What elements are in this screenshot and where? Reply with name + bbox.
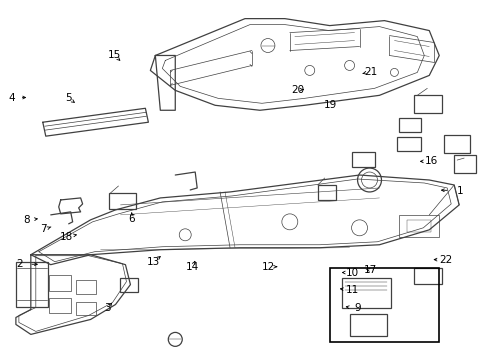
Text: 2: 2 <box>16 259 23 269</box>
Bar <box>75 302 96 315</box>
Text: 9: 9 <box>354 303 361 314</box>
Text: 14: 14 <box>186 262 199 272</box>
Bar <box>342 278 392 307</box>
Bar <box>454 155 476 173</box>
Text: 8: 8 <box>23 215 29 225</box>
Text: 1: 1 <box>457 186 463 196</box>
Text: 22: 22 <box>440 255 453 265</box>
Text: 18: 18 <box>60 232 74 242</box>
Text: 10: 10 <box>346 267 359 278</box>
Bar <box>108 193 136 209</box>
Bar <box>444 135 470 153</box>
Bar <box>349 315 388 336</box>
Text: 15: 15 <box>108 50 121 60</box>
Text: 21: 21 <box>364 67 378 77</box>
Text: 4: 4 <box>8 93 15 103</box>
Bar <box>330 268 439 342</box>
Bar <box>397 137 421 151</box>
Bar <box>318 185 336 200</box>
Text: 20: 20 <box>291 85 304 95</box>
Bar <box>415 95 442 113</box>
Bar <box>49 298 71 314</box>
Text: 3: 3 <box>104 303 111 314</box>
Text: 16: 16 <box>425 156 438 166</box>
Bar <box>75 280 96 293</box>
Bar <box>121 278 138 292</box>
Text: 12: 12 <box>262 262 275 272</box>
Text: 11: 11 <box>346 285 359 296</box>
Bar <box>415 268 442 284</box>
Text: 7: 7 <box>41 225 47 234</box>
Bar <box>16 262 48 306</box>
Bar <box>399 215 439 237</box>
Text: 6: 6 <box>128 215 135 224</box>
Text: 17: 17 <box>364 265 378 275</box>
Bar <box>407 220 431 232</box>
Text: 19: 19 <box>324 100 338 110</box>
Text: 5: 5 <box>65 93 72 103</box>
Bar <box>352 152 375 167</box>
Bar <box>49 275 71 291</box>
Text: 13: 13 <box>147 257 160 267</box>
Bar <box>399 118 421 132</box>
